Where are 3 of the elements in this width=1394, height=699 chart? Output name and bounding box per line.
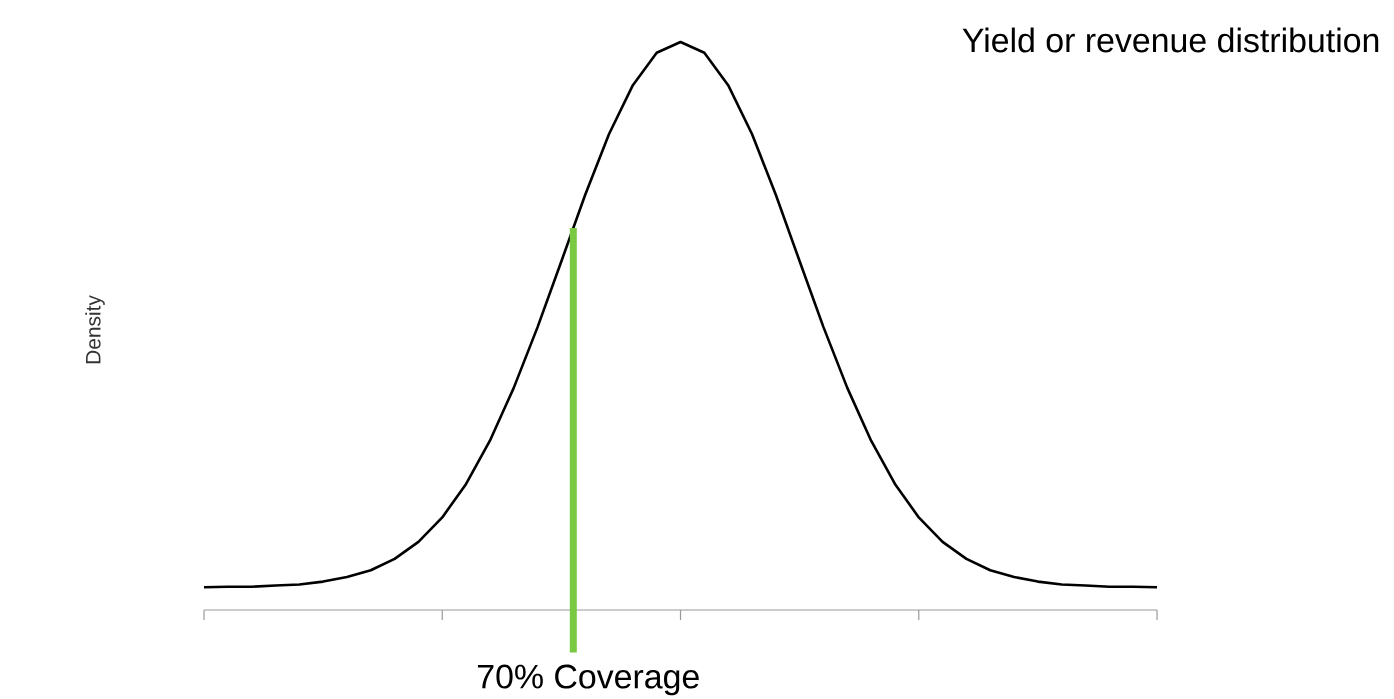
text: 70% Coverage xyxy=(478,664,699,696)
chart-title: Yield or revenue distribution xyxy=(962,27,1379,53)
y-axis-title: Density xyxy=(85,295,105,364)
